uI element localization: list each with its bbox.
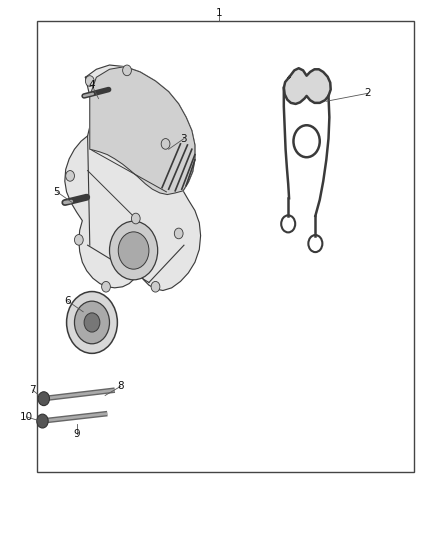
Text: 9: 9 <box>73 430 80 439</box>
Circle shape <box>74 301 110 344</box>
Circle shape <box>74 235 83 245</box>
Circle shape <box>37 414 48 428</box>
Circle shape <box>118 232 149 269</box>
Text: 1: 1 <box>215 9 223 18</box>
Polygon shape <box>65 65 201 290</box>
Circle shape <box>84 313 100 332</box>
Circle shape <box>131 213 140 224</box>
Text: 3: 3 <box>180 134 187 143</box>
Text: 4: 4 <box>88 80 95 90</box>
Circle shape <box>102 281 110 292</box>
Circle shape <box>110 221 158 280</box>
Circle shape <box>67 292 117 353</box>
Text: 7: 7 <box>29 385 36 395</box>
Text: 6: 6 <box>64 296 71 306</box>
Circle shape <box>151 281 160 292</box>
Polygon shape <box>284 68 331 104</box>
Text: 8: 8 <box>117 382 124 391</box>
Text: 10: 10 <box>20 412 33 422</box>
Circle shape <box>161 139 170 149</box>
Circle shape <box>123 65 131 76</box>
Circle shape <box>66 171 74 181</box>
Circle shape <box>85 76 94 86</box>
Text: 5: 5 <box>53 187 60 197</box>
Text: 2: 2 <box>364 88 371 98</box>
Circle shape <box>174 228 183 239</box>
Circle shape <box>38 392 49 406</box>
Polygon shape <box>90 67 195 195</box>
